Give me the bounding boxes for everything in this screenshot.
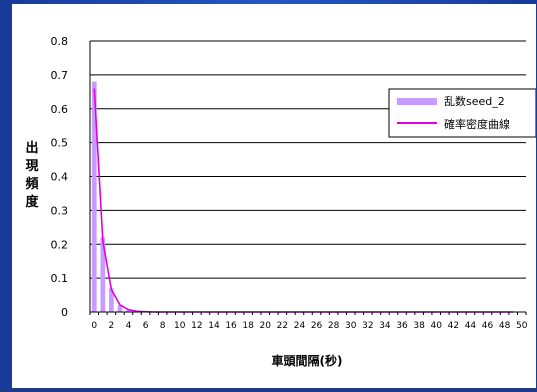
y-axis-title-char: 度 xyxy=(25,194,39,210)
x-axis-title: 車頭間隔(秒) xyxy=(272,353,343,368)
x-tick-label: 4 xyxy=(126,321,132,331)
y-axis-title: 出現頻度 xyxy=(25,140,39,210)
grid-layer xyxy=(90,40,526,279)
x-tick-label: 0 xyxy=(91,321,97,331)
y-tick-label: 0.7 xyxy=(51,69,69,82)
x-tick-labels: 0 2 4 6 8 10 12 14 16 18 20 22 24 26 28 30 32 34 36 38 40 42 4… xyxy=(91,321,527,331)
y-axis-title-char: 現 xyxy=(25,159,38,174)
plot-panel: 0 0.1 0.2 0.3 0.4 0.5 0.6 0.7 0.8 0 2 4 6 8 10 12 14 16 1… xyxy=(12,4,537,388)
legend-label-line: 確率密度曲線 xyxy=(444,117,510,131)
x-tick-label: 48 xyxy=(499,321,511,331)
x-tick-label: 18 xyxy=(242,321,254,331)
x-tick-label: 44 xyxy=(465,321,477,331)
x-tick-label: 14 xyxy=(208,321,220,331)
y-axis-title-char: 出 xyxy=(25,140,38,156)
y-axis-title-text: 出現頻度 xyxy=(25,140,39,210)
x-tick-label: 12 xyxy=(191,321,202,331)
y-tick-label: 0.5 xyxy=(51,137,69,150)
y-axis-title-char: 頻 xyxy=(25,176,38,192)
chart-svg: 00.10.20.30.40.50.60.70.8 0 2 4 6 8 10 12 14 16 1… xyxy=(25,35,537,368)
x-tick-label: 8 xyxy=(160,321,166,331)
legend-swatch-bar xyxy=(397,98,437,105)
bar-layer xyxy=(91,81,131,313)
x-tick-label: 46 xyxy=(482,321,494,331)
x-tick-label: 10 xyxy=(174,321,186,331)
y-tick-label: 0.1 xyxy=(51,272,69,285)
x-tick-label: 22 xyxy=(277,321,288,331)
x-tick-label: 42 xyxy=(448,321,459,331)
y-tick-label: 0.8 xyxy=(51,35,69,48)
y-tick-label: 0.2 xyxy=(51,238,69,251)
x-tick-label: 34 xyxy=(379,321,391,331)
y-tick-label: 0.3 xyxy=(51,204,69,217)
x-tick-label: 2 xyxy=(109,321,115,331)
y-tick-label: 0.6 xyxy=(51,103,69,116)
x-tick-label: 16 xyxy=(225,321,237,331)
legend-label-bar: 乱数seed_2 xyxy=(444,95,505,108)
x-tick-label: 6 xyxy=(143,321,149,331)
bar xyxy=(109,288,114,312)
x-tick-label: 38 xyxy=(413,321,425,331)
x-tick-label: 24 xyxy=(294,321,306,331)
y-tick-label: 0 xyxy=(61,306,68,319)
bar xyxy=(91,81,97,313)
x-tick-label: 30 xyxy=(345,321,357,331)
axis-layer xyxy=(89,41,527,315)
legend: 乱数seed_2 確率密度曲線 xyxy=(388,88,537,138)
x-tick-label: 28 xyxy=(328,321,340,331)
y-tick-label: 0.4 xyxy=(51,171,69,184)
x-tick-label: 50 xyxy=(516,321,528,331)
bar xyxy=(117,305,123,312)
x-tick-label: 32 xyxy=(362,321,373,331)
bar xyxy=(100,237,106,312)
x-tick-label: 26 xyxy=(311,321,323,331)
bar xyxy=(126,309,131,312)
y-tick-labels: 0 0.1 0.2 0.3 0.4 0.5 0.6 0.7 0.8 xyxy=(51,35,69,319)
x-tick-label: 20 xyxy=(260,321,272,331)
x-tick-label: 36 xyxy=(396,321,408,331)
x-tick-label: 40 xyxy=(431,321,443,331)
